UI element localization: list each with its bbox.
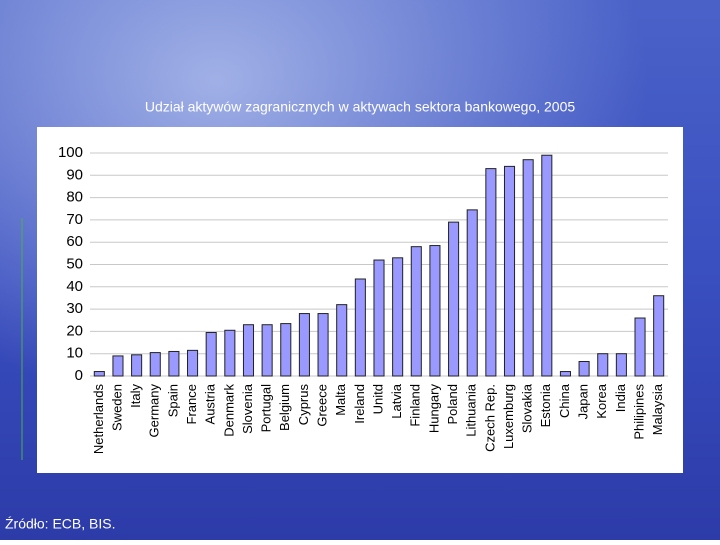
bar [168, 350, 180, 377]
x-tick-label: Belgium [277, 384, 292, 431]
bar [485, 168, 497, 377]
bar [298, 313, 310, 377]
bar [224, 329, 236, 377]
bar [392, 257, 404, 377]
x-tick-label: Spain [165, 384, 180, 417]
bar [466, 209, 478, 377]
bar [448, 221, 460, 377]
bar [261, 324, 273, 377]
bar [503, 165, 516, 377]
bar [522, 159, 534, 377]
bar [131, 354, 143, 377]
x-tick-label: India [613, 383, 628, 412]
x-tick-label: Estonia [538, 383, 553, 427]
x-tick-label: Netherlands [91, 384, 106, 455]
bar [187, 349, 199, 377]
chart-title: Udział aktywów zagranicznych w aktywach … [145, 99, 576, 115]
bar [429, 245, 441, 377]
x-tick-label: Slovakia [520, 383, 535, 433]
x-tick-label: Finland [408, 384, 423, 427]
x-tick-label: Unitd [370, 384, 385, 414]
x-tick-label: Malaysia [650, 383, 665, 435]
bar [373, 259, 385, 377]
x-tick-label: Portugal [259, 384, 274, 433]
x-tick-label: Slovenia [240, 383, 255, 434]
bar [242, 324, 255, 377]
x-tick-label: Sweden [109, 384, 124, 431]
bar [541, 154, 553, 377]
bar [280, 323, 292, 377]
bar [205, 332, 217, 377]
y-tick-label: 50 [66, 255, 83, 272]
bar [559, 371, 571, 377]
y-tick-label: 90 [66, 166, 83, 183]
y-tick-label: 10 [66, 345, 83, 362]
bar [653, 295, 665, 377]
bar [317, 313, 329, 377]
x-tick-label: Malta [333, 383, 348, 416]
x-tick-label: France [184, 384, 199, 424]
y-tick-label: 0 [75, 367, 83, 384]
x-tick-label: Denmark [221, 384, 236, 437]
x-tick-label: Latvia [389, 383, 404, 418]
bar [410, 246, 422, 377]
y-tick-label: 100 [58, 144, 83, 161]
x-tick-label: Luxemburg [501, 384, 516, 449]
x-tick-label: Austria [203, 383, 218, 424]
y-tick-label: 30 [66, 300, 83, 317]
bar [578, 361, 590, 377]
bar [149, 352, 161, 377]
bar [615, 353, 627, 377]
bar [93, 371, 105, 377]
bar [336, 304, 348, 377]
x-tick-label: Ireland [352, 384, 367, 424]
x-tick-label: Cyprus [296, 384, 311, 426]
y-tick-label: 60 [66, 233, 83, 250]
y-tick-label: 20 [66, 322, 83, 339]
bar [354, 278, 366, 377]
x-tick-label: Japan [576, 384, 591, 419]
y-tick-label: 70 [66, 211, 83, 228]
source-note: Źródło: ECB, BIS. [5, 516, 115, 532]
x-tick-label: Philipines [631, 384, 646, 440]
x-tick-label: Germany [147, 384, 162, 438]
y-tick-label: 40 [66, 278, 83, 295]
x-tick-label: Poland [445, 384, 460, 424]
plot: 0 10 20 30 40 50 60 70 80 90 100 Netherlands Sweden I… [58, 144, 668, 454]
x-tick-label: Lithuania [464, 383, 479, 437]
bar [112, 355, 124, 377]
x-tick-label: Korea [594, 383, 609, 418]
x-tick-label: Hungary [426, 384, 441, 434]
bar [597, 353, 609, 377]
bar [634, 317, 646, 377]
x-tick-label: Italy [128, 384, 143, 408]
x-tick-label: Czech Rep. [482, 384, 497, 452]
y-tick-label: 80 [66, 189, 83, 206]
x-tick-label: China [557, 383, 572, 418]
x-tick-label: Greece [315, 384, 330, 427]
